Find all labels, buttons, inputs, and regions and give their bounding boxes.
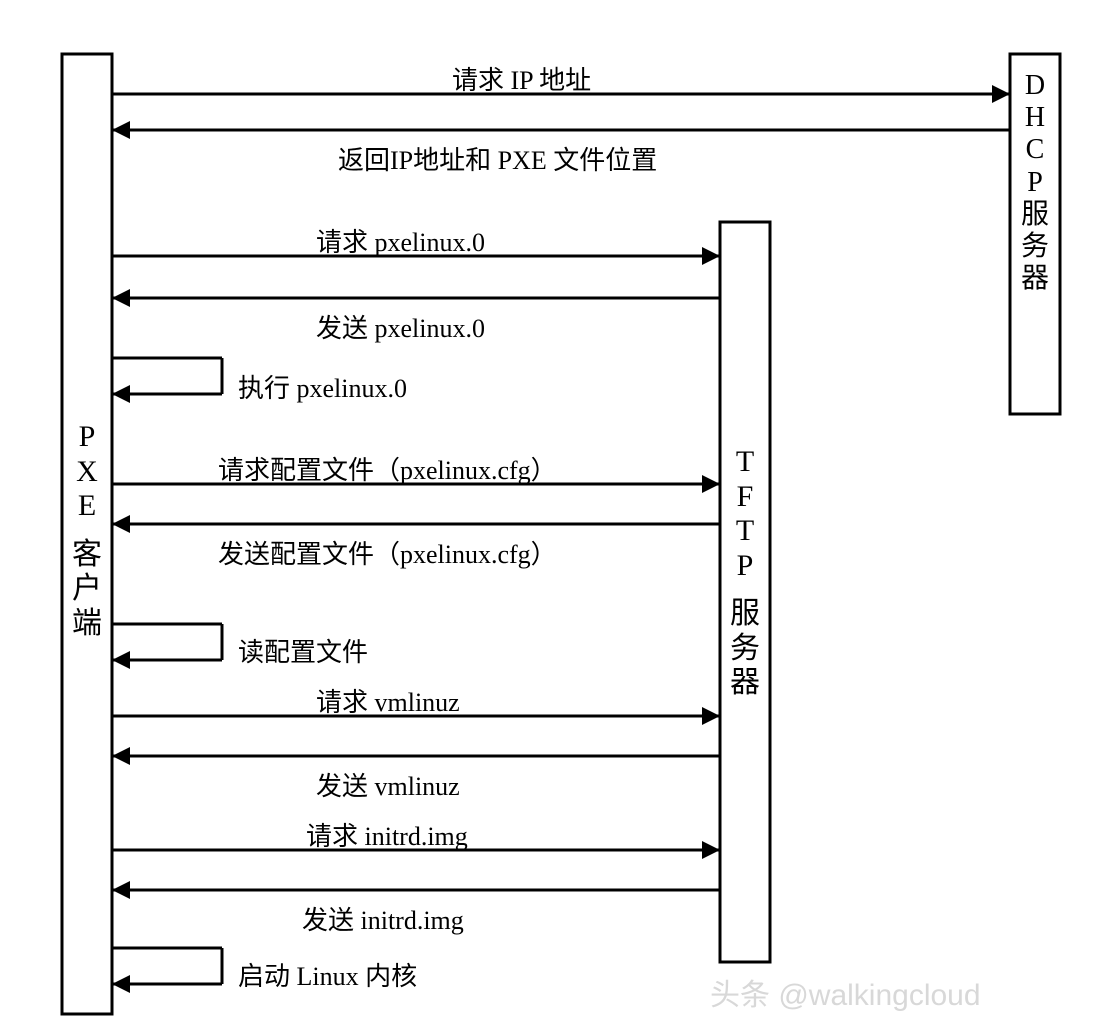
sequence-diagram: PXE 客户端 DHCP服务器 TFTP 服务器 请求 IP 地址返回IP地址和… (0, 0, 1108, 1034)
watermark-text: 头条 @walkingcloud (710, 970, 981, 1014)
message-label: 发送配置文件（pxelinux.cfg） (218, 534, 557, 571)
message-label: 请求 pxelinux.0 (316, 222, 485, 259)
message-label: 请求 IP 地址 (452, 60, 591, 97)
message-label: 发送 pxelinux.0 (316, 308, 485, 345)
message-label: 读配置文件 (238, 632, 368, 669)
message-label: 执行 pxelinux.0 (238, 368, 407, 405)
message-label: 启动 Linux 内核 (238, 956, 417, 993)
message-label: 返回IP地址和 PXE 文件位置 (338, 140, 657, 177)
message-label: 请求 vmlinuz (316, 682, 460, 719)
actor-tftp-label: TFTP 服务器 (728, 445, 762, 701)
message-label: 发送 vmlinuz (316, 766, 460, 803)
message-label: 发送 initrd.img (302, 900, 464, 937)
message-label: 请求 initrd.img (306, 816, 468, 853)
actor-client-label: PXE 客户端 (70, 420, 104, 641)
actor-dhcp-label: DHCP服务器 (1018, 70, 1052, 295)
message-label: 请求配置文件（pxelinux.cfg） (218, 450, 557, 487)
